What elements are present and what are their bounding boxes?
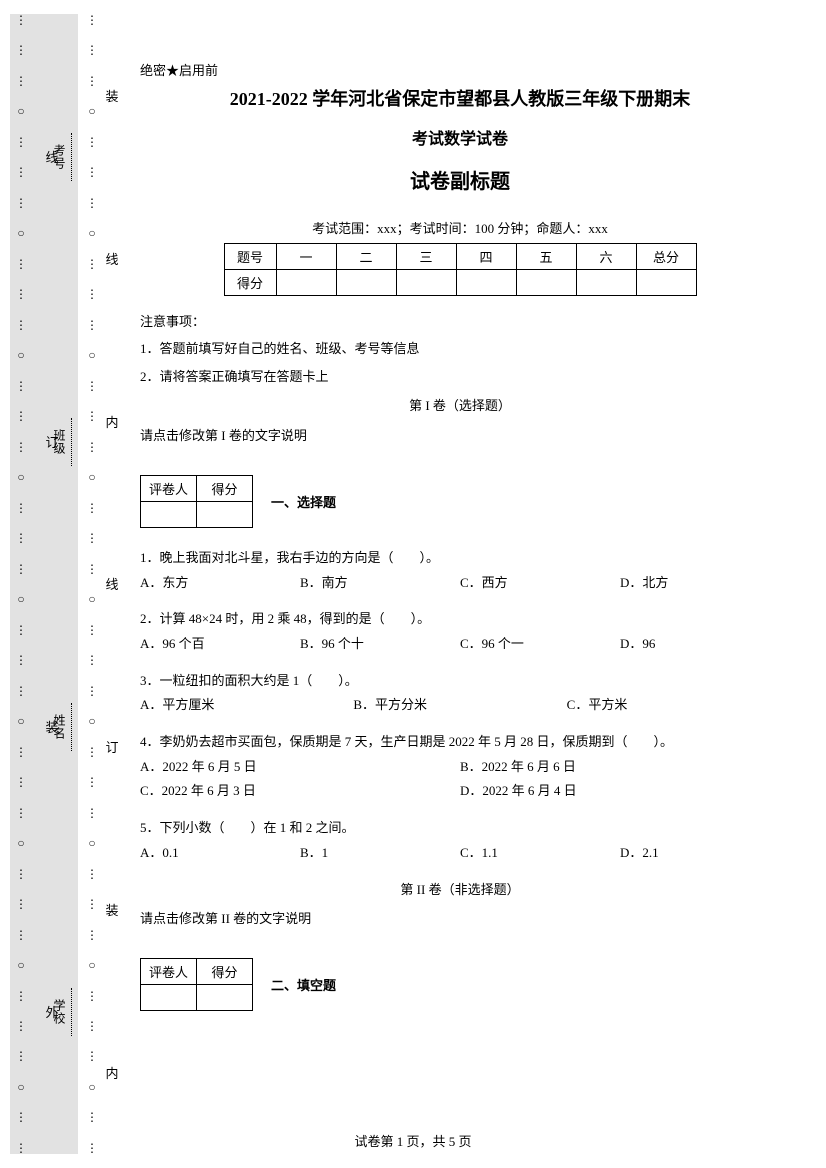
part2-instruction: 请点击修改第 II 卷的文字说明 xyxy=(140,907,780,930)
grader-col: 得分 xyxy=(197,475,253,501)
score-col: 三 xyxy=(396,244,456,270)
score-cell xyxy=(396,270,456,296)
question-stem: 4．李奶奶去超市买面包，保质期是 7 天，生产日期是 2022 年 5 月 28… xyxy=(140,730,780,755)
score-cell xyxy=(336,270,396,296)
option: B．平方分米 xyxy=(353,693,566,718)
option: D．2.1 xyxy=(620,841,780,866)
grader-col: 评卷人 xyxy=(141,959,197,985)
option: C．2022 年 6 月 3 日 xyxy=(140,779,460,804)
section-2-heading: 二、填空题 xyxy=(271,975,336,994)
option: D．2022 年 6 月 4 日 xyxy=(460,779,780,804)
section-1-heading: 一、选择题 xyxy=(271,492,336,511)
grader-row-1: 评卷人 得分 一、选择题 xyxy=(140,475,780,528)
grader-table-1: 评卷人 得分 xyxy=(140,475,253,528)
gutter-dots-right: ⋮⋮⋮○⋮⋮⋮○⋮⋮⋮○⋮⋮⋮○⋮⋮⋮○⋮⋮⋮○⋮⋮⋮○⋮⋮⋮○⋮⋮⋮○⋮⋮ xyxy=(85,14,99,1154)
subtitle: 试卷副标题 xyxy=(140,165,780,194)
score-col: 题号 xyxy=(224,244,276,270)
score-col: 六 xyxy=(576,244,636,270)
option: C．96 个一 xyxy=(460,632,620,657)
option: C．西方 xyxy=(460,571,620,596)
title-line-2: 考试数学试卷 xyxy=(140,125,780,149)
secret-mark: 绝密★启用前 xyxy=(140,60,780,79)
question: 4．李奶奶去超市买面包，保质期是 7 天，生产日期是 2022 年 5 月 28… xyxy=(140,730,780,804)
notice-item-2: 2．请将答案正确填写在答题卡上 xyxy=(140,365,780,388)
question-stem: 3．一粒纽扣的面积大约是 1（ ）。 xyxy=(140,669,780,694)
grader-col: 得分 xyxy=(197,959,253,985)
option: B．2022 年 6 月 6 日 xyxy=(460,755,780,780)
part1-label: 第 I 卷（选择题） xyxy=(140,394,780,417)
gutter-dots-left: ⋮⋮⋮○⋮⋮⋮○⋮⋮⋮○⋮⋮⋮○⋮⋮⋮○⋮⋮⋮○⋮⋮⋮○⋮⋮⋮○⋮⋮⋮○⋮⋮ xyxy=(14,14,28,1154)
option: D．96 xyxy=(620,632,780,657)
grader-table-2: 评卷人 得分 xyxy=(140,958,253,1011)
gutter-markers-right: 装线内线订装内 xyxy=(100,14,124,1154)
question: 5．下列小数（ ）在 1 和 2 之间。A．0.1B．1C．1.1D．2.1 xyxy=(140,816,780,865)
score-table: 题号一二三四五六总分 得分 xyxy=(224,243,697,296)
option: A．2022 年 6 月 5 日 xyxy=(140,755,460,780)
option: A．0.1 xyxy=(140,841,300,866)
question: 1．晚上我面对北斗星，我右手边的方向是（ ）。A．东方B．南方C．西方D．北方 xyxy=(140,546,780,595)
exam-scope: 考试范围：xxx；考试时间：100 分钟；命题人：xxx xyxy=(140,218,780,237)
question-options: A．平方厘米B．平方分米C．平方米 xyxy=(140,693,780,718)
option: B．96 个十 xyxy=(300,632,460,657)
gutter-form-labels: 考号班级姓名学校 xyxy=(52,14,70,1154)
part2-label: 第 II 卷（非选择题） xyxy=(140,878,780,901)
score-col: 四 xyxy=(456,244,516,270)
score-cell xyxy=(456,270,516,296)
score-cell: 得分 xyxy=(224,270,276,296)
question-stem: 5．下列小数（ ）在 1 和 2 之间。 xyxy=(140,816,780,841)
option: A．东方 xyxy=(140,571,300,596)
notice-heading: 注意事项： xyxy=(140,310,780,333)
question-stem: 2．计算 48×24 时，用 2 乘 48，得到的是（ ）。 xyxy=(140,607,780,632)
option: A．96 个百 xyxy=(140,632,300,657)
question: 2．计算 48×24 时，用 2 乘 48，得到的是（ ）。A．96 个百B．9… xyxy=(140,607,780,656)
score-cell xyxy=(636,270,696,296)
question-options: A．96 个百B．96 个十C．96 个一D．96 xyxy=(140,632,780,657)
option: C．平方米 xyxy=(567,693,780,718)
score-col: 五 xyxy=(516,244,576,270)
option: C．1.1 xyxy=(460,841,620,866)
question-options: A．东方B．南方C．西方D．北方 xyxy=(140,571,780,596)
option: B．南方 xyxy=(300,571,460,596)
question-options: A．0.1B．1C．1.1D．2.1 xyxy=(140,841,780,866)
question-stem: 1．晚上我面对北斗星，我右手边的方向是（ ）。 xyxy=(140,546,780,571)
option: D．北方 xyxy=(620,571,780,596)
score-col: 总分 xyxy=(636,244,696,270)
score-col: 二 xyxy=(336,244,396,270)
title-line-1: 2021-2022 学年河北省保定市望都县人教版三年级下册期末 xyxy=(140,85,780,111)
grader-col: 评卷人 xyxy=(141,475,197,501)
question: 3．一粒纽扣的面积大约是 1（ ）。A．平方厘米B．平方分米C．平方米 xyxy=(140,669,780,718)
page-footer: 试卷第 1 页，共 5 页 xyxy=(0,1131,826,1150)
option: A．平方厘米 xyxy=(140,693,353,718)
part1-instruction: 请点击修改第 I 卷的文字说明 xyxy=(140,424,780,447)
score-cell xyxy=(276,270,336,296)
notice-item-1: 1．答题前填写好自己的姓名、班级、考号等信息 xyxy=(140,337,780,360)
score-cell xyxy=(576,270,636,296)
questions-container: 1．晚上我面对北斗星，我右手边的方向是（ ）。A．东方B．南方C．西方D．北方 2… xyxy=(140,546,780,866)
question-options: A．2022 年 6 月 5 日B．2022 年 6 月 6 日C．2022 年… xyxy=(140,755,780,804)
page-content: 绝密★启用前 2021-2022 学年河北省保定市望都县人教版三年级下册期末 考… xyxy=(140,60,780,1029)
grader-row-2: 评卷人 得分 二、填空题 xyxy=(140,958,780,1011)
score-cell xyxy=(516,270,576,296)
score-col: 一 xyxy=(276,244,336,270)
option: B．1 xyxy=(300,841,460,866)
